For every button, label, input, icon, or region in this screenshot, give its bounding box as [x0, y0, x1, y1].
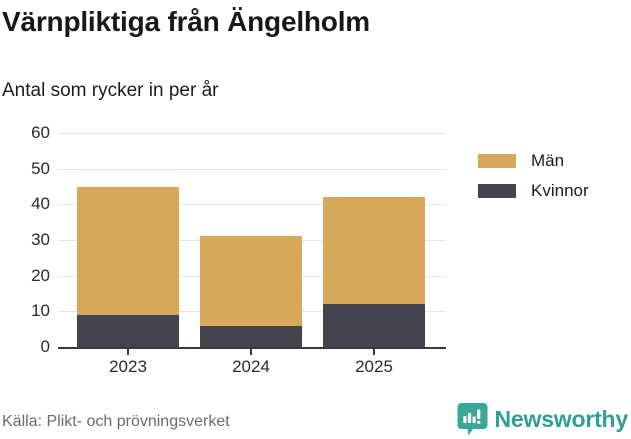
y-axis-tick-label: 20 [31, 265, 50, 285]
gridline [58, 168, 446, 170]
y-axis-tick-label: 50 [31, 158, 50, 178]
bar-segment [77, 314, 179, 347]
legend-item: Män [478, 151, 589, 171]
x-axis-tick-label: 2024 [232, 357, 270, 376]
bar-segment [323, 304, 425, 347]
x-axis-tick [373, 349, 375, 355]
newsworthy-logo: Newsworthy [457, 403, 628, 436]
plot-area [58, 133, 446, 349]
legend-label: Män [531, 151, 565, 170]
newsworthy-logo-icon [457, 403, 488, 436]
legend-swatch [478, 154, 516, 168]
legend-label: Kvinnor [531, 181, 589, 200]
bar-segment [77, 186, 179, 315]
gridline [58, 133, 446, 134]
chart-subtitle: Antal som rycker in per år [2, 80, 219, 101]
x-axis-tick [127, 349, 129, 355]
chart-title: Värnpliktiga från Ängelholm [2, 6, 370, 37]
newsworthy-logo-text: Newsworthy [494, 406, 629, 432]
y-axis-tick-label: 0 [40, 337, 50, 356]
source-text: Källa: Plikt- och prövningsverket [2, 413, 230, 430]
gridline [58, 204, 446, 206]
legend-item: Kvinnor [478, 181, 589, 201]
y-axis-tick-label: 10 [31, 301, 50, 321]
x-axis-tick-label: 2025 [355, 357, 393, 376]
y-axis-tick-label: 60 [31, 123, 50, 142]
bar-segment [200, 325, 302, 347]
bar-segment [200, 236, 302, 326]
x-axis-tick-label: 2023 [109, 357, 147, 376]
y-axis-tick-label: 40 [31, 194, 50, 214]
y-axis-tick-label: 30 [31, 230, 50, 249]
bar-segment [323, 197, 425, 305]
legend-swatch [478, 184, 516, 198]
x-axis-tick [250, 349, 252, 355]
legend: Män Kvinnor [478, 151, 589, 201]
